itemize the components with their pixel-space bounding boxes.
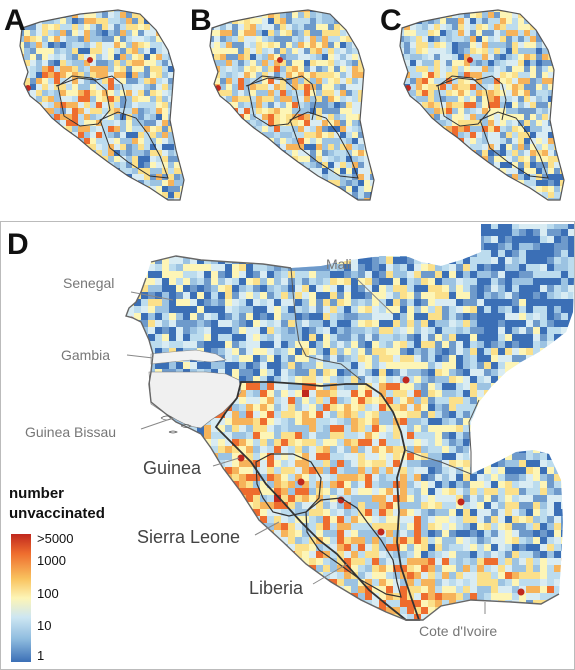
legend: number unvaccinated >5000 1000 100 10 1	[9, 485, 105, 663]
liberia-leader	[312, 563, 348, 585]
legend-tick-1000: 1000	[37, 553, 66, 568]
label-gambia: Gambia	[61, 347, 110, 363]
panel-c-letter: C	[380, 4, 402, 37]
legend-title-line1: number	[9, 485, 64, 502]
legend-tick-10: 10	[37, 618, 51, 633]
label-mali: Mali	[326, 256, 352, 272]
map-panel-a	[19, 9, 185, 201]
senegal-leader	[130, 291, 174, 301]
coastline	[125, 255, 560, 621]
label-sierra-leone: Sierra Leone	[137, 527, 240, 547]
label-senegal: Senegal	[63, 275, 114, 291]
mali-senegal-border	[290, 267, 362, 381]
panel-c: C	[380, 0, 575, 220]
guinea-leader	[212, 457, 240, 467]
label-guinea: Guinea	[143, 458, 202, 478]
legend-colorbar	[11, 534, 31, 662]
cote-mali-border	[404, 399, 480, 475]
panel-b: B	[190, 0, 380, 220]
gambia-leader	[126, 354, 154, 359]
mali-leader	[355, 277, 394, 315]
label-liberia: Liberia	[249, 578, 304, 598]
map-panel-d: Senegal Mali Gambia Guinea Bissau Guinea…	[9, 224, 574, 663]
legend-title-line2: unvaccinated	[9, 505, 105, 522]
liberia-border	[305, 497, 402, 598]
panel-d: D	[0, 221, 575, 670]
panel-d-letter: D	[7, 228, 29, 261]
label-cote-divoire: Cote d'Ivoire	[419, 623, 497, 639]
sierra-leone-leader	[254, 521, 280, 536]
panel-b-letter: B	[190, 4, 212, 37]
legend-tick-1: 1	[37, 648, 44, 663]
panel-a: A	[0, 0, 190, 220]
label-guinea-bissau: Guinea Bissau	[25, 424, 116, 440]
panel-a-letter: A	[4, 4, 26, 37]
legend-tick-100: 100	[37, 586, 59, 601]
sierra-leone-border	[255, 453, 322, 517]
map-panel-b	[209, 9, 375, 201]
guinea-bissau-leader	[140, 417, 174, 430]
gambia-area	[150, 349, 227, 365]
legend-tick-5000: >5000	[37, 531, 74, 546]
map-panel-c	[399, 9, 565, 201]
